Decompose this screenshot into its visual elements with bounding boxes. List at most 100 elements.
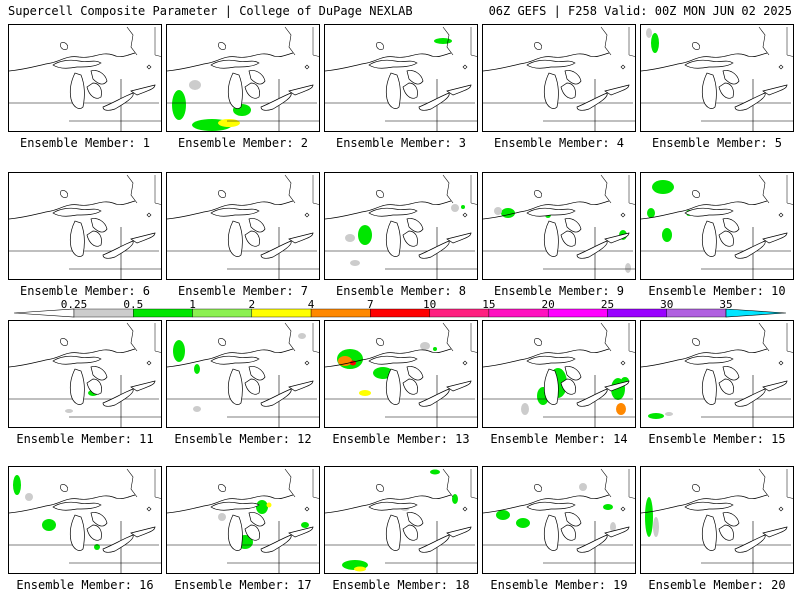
colorbar-tick-label: 2 [248,298,256,311]
colorbar-segment [251,308,312,318]
scp-contour [172,90,186,120]
ensemble-member-label: Ensemble Member: 14 [490,432,628,446]
scp-contour [173,340,185,362]
scp-contour [610,522,616,532]
scp-contour [194,364,200,374]
scp-contour [646,28,652,38]
colorbar-tick-label: 25 [600,298,615,311]
ensemble-map-panel [640,24,794,132]
colorbar-segment [370,308,430,318]
scp-contour [420,342,430,350]
ensemble-member-label: Ensemble Member: 3 [335,136,467,150]
map-graphic [9,322,161,427]
ensemble-member-label: Ensemble Member: 16 [16,578,154,592]
colorbar-tick-label: 0.25 [60,298,88,311]
scp-contour [350,260,360,266]
map-graphic [9,26,161,131]
ensemble-member-label: Ensemble Member: 1 [19,136,151,150]
ensemble-map-panel [166,172,320,280]
ensemble-map-panel [324,466,478,574]
scp-contour [494,207,502,215]
scp-contour [65,409,73,413]
colorbar-tick-label: 1 [189,298,196,311]
scp-contour [501,208,515,218]
map-graphic [325,322,477,427]
scp-contour [603,504,613,510]
ensemble-map-panel [8,24,162,132]
colorbar-tick-label: 15 [482,298,496,311]
scp-contour [652,180,674,194]
colorbar-tick-label: 30 [660,298,674,311]
ensemble-map-panel [482,172,636,280]
colorbar-segment [666,308,727,318]
colorbar-tick-label: 20 [541,298,555,311]
ensemble-member-label: Ensemble Member: 7 [177,284,309,298]
ensemble-member-label: Ensemble Member: 6 [19,284,151,298]
run-valid-time: 06Z GEFS | F258 Valid: 00Z MON JUN 02 20… [488,4,792,18]
scp-contour [651,33,659,53]
map-graphic [641,322,793,427]
scp-contour [345,234,355,242]
scp-contour [256,500,268,514]
map-graphic [641,26,793,131]
scp-contour [516,518,530,528]
scp-contour [25,493,33,501]
scp-contour [662,228,672,242]
colorbar-segment [310,308,371,318]
page-title: Supercell Composite Parameter | College … [8,4,413,18]
scp-contour [189,80,201,90]
map-graphic [9,468,161,573]
scp-contour [521,403,529,415]
scp-contour [579,483,587,491]
ensemble-member-label: Ensemble Member: 2 [177,136,309,150]
ensemble-map-panel [640,172,794,280]
ensemble-map-panel [8,172,162,280]
ensemble-map-panel [8,466,162,574]
scp-contour [665,412,673,416]
map-graphic [325,26,477,131]
scp-contour [434,38,452,44]
scp-contour [496,510,510,520]
ensemble-member-label: Ensemble Member: 10 [648,284,786,298]
scp-contour [653,517,659,537]
scp-contour [338,356,352,366]
colorbar-tick-label: 4 [307,298,315,311]
scp-contour [218,513,226,521]
ensemble-map-panel [324,24,478,132]
map-graphic [483,468,635,573]
map-graphic [325,468,477,573]
ensemble-member-label: Ensemble Member: 8 [335,284,467,298]
scp-contour [301,522,309,528]
colorbar-segment [607,308,667,318]
ensemble-map-panel [324,320,478,428]
scp-contour [298,333,306,339]
ensemble-member-label: Ensemble Member: 17 [174,578,312,592]
ensemble-member-label: Ensemble Member: 11 [16,432,154,446]
color-legend: 0.25 0.5 1 2 4 7 10 15 20 25 30 35 [8,298,792,322]
scp-contour [42,519,56,531]
scp-contour [648,413,664,419]
colorbar-tick-label: 0.5 [123,298,144,311]
scp-contour [452,494,458,504]
scp-contour [193,406,201,412]
colorbar-segment [429,308,490,318]
scp-contour [358,225,372,245]
map-graphic [167,174,319,279]
scp-contour [461,205,465,209]
scp-contour [13,475,21,495]
ensemble-map-panel [640,466,794,574]
colorbar-segment [547,308,608,318]
ensemble-map-panel [482,24,636,132]
map-graphic [483,26,635,131]
map-graphic [167,468,319,573]
ensemble-map-panel [166,466,320,574]
ensemble-map-panel [482,320,636,428]
colorbar-graphic [13,308,787,318]
map-graphic [167,26,319,131]
ensemble-map-panel [8,320,162,428]
scp-contour [218,119,240,127]
ensemble-member-label: Ensemble Member: 20 [648,578,786,592]
scp-contour [430,469,440,475]
scp-contour [433,347,437,351]
ensemble-member-label: Ensemble Member: 12 [174,432,312,446]
